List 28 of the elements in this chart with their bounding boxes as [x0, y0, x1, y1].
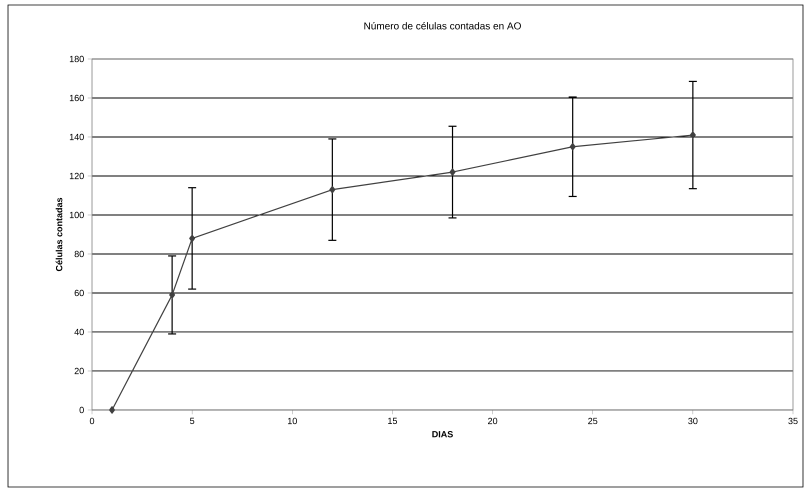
y-axis-title: Células contadas — [56, 198, 62, 272]
x-tick-label: 30 — [688, 418, 698, 424]
point — [690, 131, 696, 139]
point — [189, 234, 196, 242]
point — [169, 291, 176, 299]
x-tick-label: 5 — [190, 418, 194, 424]
x-axis-title: DIAS — [432, 431, 453, 438]
x-tick-label: 10 — [288, 418, 297, 424]
point — [329, 186, 336, 194]
y-tick-label: 20 — [74, 368, 84, 374]
point — [450, 168, 456, 176]
x-tick-label: 20 — [488, 418, 498, 424]
y-tick-label: 120 — [70, 172, 84, 180]
y-tick-label: 160 — [70, 94, 84, 102]
y-tick-label: 0 — [80, 406, 84, 414]
point — [570, 142, 576, 151]
x-tick-label: 15 — [388, 418, 398, 424]
x-tick-label: 35 — [788, 418, 798, 424]
y-tick-label: 40 — [74, 328, 84, 336]
x-tick-label: 25 — [588, 418, 598, 424]
point — [109, 406, 116, 414]
x-tick-label: 0 — [90, 418, 94, 424]
chart-title: Número de células contadas en AO — [364, 22, 521, 30]
y-tick-label: 60 — [74, 290, 84, 296]
y-tick-label: 80 — [74, 250, 84, 258]
y-tick-label: 140 — [70, 134, 84, 140]
y-tick-label: 100 — [70, 212, 84, 218]
y-tick-label: 180 — [70, 56, 84, 62]
